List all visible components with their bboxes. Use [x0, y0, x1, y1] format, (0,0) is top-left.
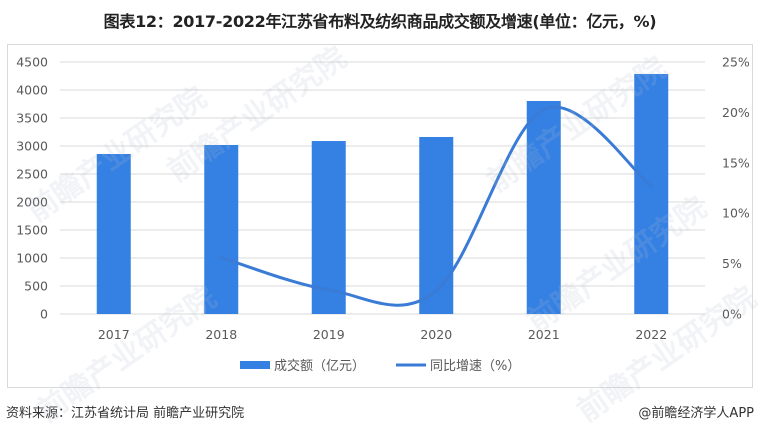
- gridlines: [60, 61, 705, 315]
- left-axis: 0 500 1000 1500 2000 2500 3000 3500 4000 4500: [16, 55, 48, 322]
- bar-2021: [526, 100, 561, 314]
- bar-2017: [96, 154, 131, 314]
- source-note: 资料来源：江苏省统计局 前瞻产业研究院: [6, 406, 245, 421]
- footer: 资料来源：江苏省统计局 前瞻产业研究院 @前瞻经济学人APP: [0, 396, 760, 426]
- left-axis-tick: 0: [40, 307, 48, 322]
- left-axis-tick: 1500: [16, 223, 48, 238]
- right-axis: 0% 5% 10% 15% 20% 25%: [722, 55, 750, 322]
- right-axis-tick: 10%: [722, 206, 750, 221]
- brand-credit: @前瞻经济学人APP: [638, 406, 754, 421]
- growth-rate-line: [219, 105, 653, 307]
- legend-line-label: 同比增速（%）: [430, 359, 520, 374]
- bar-series: [96, 73, 669, 314]
- legend-bar-swatch: [240, 361, 270, 369]
- bar-2018: [204, 144, 239, 314]
- bar-2019: [311, 141, 346, 314]
- legend: 成交额（亿元） 同比增速（%）: [240, 358, 520, 374]
- left-axis-tick: 4500: [16, 55, 48, 70]
- right-axis-tick: 15%: [722, 155, 750, 170]
- right-axis-tick: 25%: [722, 55, 750, 70]
- line-series: [219, 105, 653, 307]
- x-axis-label: 2022: [635, 327, 667, 342]
- x-axis-label: 2020: [420, 327, 452, 342]
- legend-bar-label: 成交额（亿元）: [274, 358, 365, 374]
- left-axis-tick: 500: [24, 279, 48, 294]
- left-axis-tick: 2000: [16, 195, 48, 210]
- x-axis-label: 2018: [205, 327, 237, 342]
- chart-title: 图表12：2017-2022年江苏省布料及纺织商品成交额及增速(单位：亿元，%): [103, 12, 657, 31]
- x-axis-label: 2019: [313, 327, 345, 342]
- chart-frame: [7, 44, 753, 388]
- left-axis-tick: 1000: [16, 251, 48, 266]
- x-axis-label: 2021: [528, 327, 560, 342]
- x-axis-label: 2017: [98, 327, 130, 342]
- right-axis-tick: 0%: [722, 307, 742, 322]
- right-axis-tick: 20%: [722, 105, 750, 120]
- left-axis-tick: 3500: [16, 111, 48, 126]
- left-axis-tick: 4000: [16, 83, 48, 98]
- left-axis-tick: 3000: [16, 139, 48, 154]
- left-axis-tick: 2500: [16, 167, 48, 182]
- bar-2022: [634, 73, 669, 314]
- x-axis: 2017 2018 2019 2020 2021 2022: [98, 327, 667, 342]
- right-axis-tick: 5%: [722, 256, 742, 271]
- bar-2020: [419, 136, 454, 314]
